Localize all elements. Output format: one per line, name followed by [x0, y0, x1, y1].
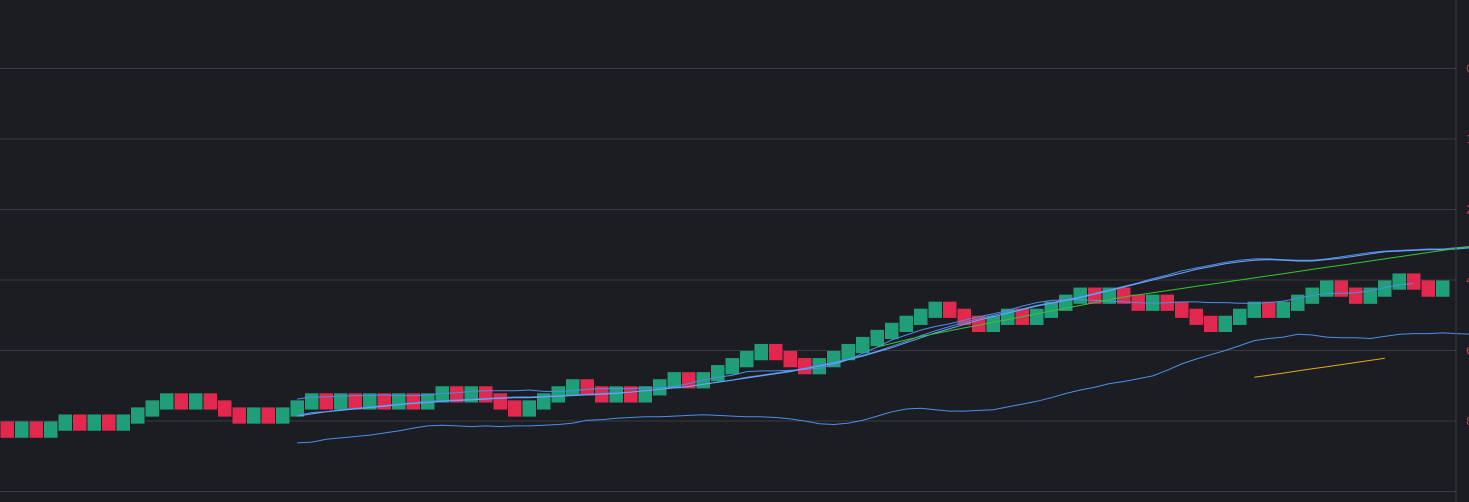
renko-brick	[1378, 280, 1392, 297]
price-axis-labels: 0 1 2 4 6 8	[1466, 63, 1469, 429]
renko-brick	[1247, 301, 1261, 318]
renko-brick	[1233, 308, 1247, 325]
renko-brick	[740, 351, 754, 368]
renko-brick	[0, 421, 14, 438]
renko-brick	[1407, 273, 1421, 290]
renko-brick	[783, 351, 797, 368]
renko-brick	[218, 400, 232, 417]
renko-brick	[58, 414, 72, 431]
renko-brick	[1421, 280, 1435, 297]
renko-brick	[1030, 308, 1044, 325]
renko-brick	[174, 393, 188, 410]
renko-brick	[1334, 280, 1348, 297]
price-tick-label-4: 6	[1466, 345, 1469, 358]
renko-brick	[203, 393, 217, 410]
renko-brick	[319, 393, 333, 410]
moving-average-mid-line	[877, 246, 1469, 348]
renko-brick	[87, 414, 101, 431]
renko-brick	[102, 414, 116, 431]
bollinger-mid-line	[297, 245, 1469, 416]
renko-brick	[769, 343, 783, 361]
renko-brick	[261, 407, 275, 424]
renko-brick	[189, 393, 203, 410]
renko-brick	[435, 386, 449, 403]
renko-brick	[943, 301, 957, 318]
moving-average-slow-line	[1254, 357, 1385, 378]
renko-brick	[145, 400, 159, 417]
renko-brick	[1262, 301, 1276, 318]
renko-brick	[305, 393, 319, 410]
renko-brick	[1044, 301, 1058, 318]
price-tick-label-5: 8	[1466, 415, 1469, 428]
renko-brick	[638, 386, 652, 403]
indicator-lines	[297, 245, 1469, 444]
renko-brick	[653, 379, 667, 396]
renko-brick	[624, 386, 638, 403]
renko-brick	[1392, 273, 1406, 290]
renko-brick	[1363, 287, 1377, 304]
renko-brick	[885, 322, 899, 340]
renko-brick	[609, 386, 623, 403]
bollinger-upper-line	[297, 283, 1414, 400]
renko-brick	[870, 329, 884, 347]
renko-brick	[522, 400, 536, 417]
renko-brick	[247, 407, 261, 424]
renko-brick	[1175, 301, 1189, 318]
renko-brick	[1349, 287, 1363, 304]
renko-brick	[1189, 308, 1203, 325]
renko-brick	[580, 379, 594, 396]
renko-brick	[493, 393, 507, 410]
renko-brick	[406, 393, 420, 410]
renko-brick	[479, 386, 493, 403]
renko-brick	[986, 315, 1000, 333]
renko-brick	[899, 315, 913, 333]
renko-brick	[798, 358, 812, 375]
renko-brick	[1276, 301, 1290, 318]
renko-brick	[450, 386, 464, 403]
renko-brick	[711, 365, 725, 382]
renko-brick	[348, 393, 362, 410]
renko-brick	[914, 308, 928, 325]
renko-brick	[73, 414, 87, 431]
price-tick-label-1: 1	[1466, 133, 1469, 146]
price-tick-label-3: 4	[1466, 274, 1469, 287]
renko-brick	[841, 343, 855, 361]
renko-brick	[1218, 315, 1232, 333]
renko-brick	[1117, 287, 1131, 304]
renko-brick	[928, 301, 942, 318]
renko-brick	[160, 393, 174, 410]
moving-average-fast-line	[297, 247, 1469, 417]
renko-brick	[1204, 315, 1218, 333]
renko-brick	[290, 400, 304, 417]
renko-brick	[1320, 280, 1334, 297]
price-tick-label-2: 2	[1466, 204, 1469, 217]
renko-brick	[29, 421, 43, 438]
renko-brick	[363, 393, 377, 410]
renko-brick	[232, 407, 246, 424]
renko-brick	[566, 379, 580, 396]
price-tick-label-0: 0	[1466, 63, 1469, 76]
renko-brick	[754, 343, 768, 361]
renko-brick	[1436, 280, 1450, 297]
renko-brick	[334, 393, 348, 410]
renko-brick	[276, 407, 290, 424]
renko-brick	[1146, 294, 1160, 311]
renko-brick	[667, 372, 681, 389]
renko-brick	[725, 358, 739, 375]
renko-brick	[508, 400, 522, 417]
renko-brick	[116, 414, 130, 431]
renko-brick	[551, 386, 565, 403]
bollinger-lower-line	[297, 332, 1469, 444]
renko-brick	[856, 336, 870, 354]
renko-brick	[131, 407, 145, 424]
renko-brick	[15, 421, 29, 438]
renko-brick	[44, 421, 58, 438]
